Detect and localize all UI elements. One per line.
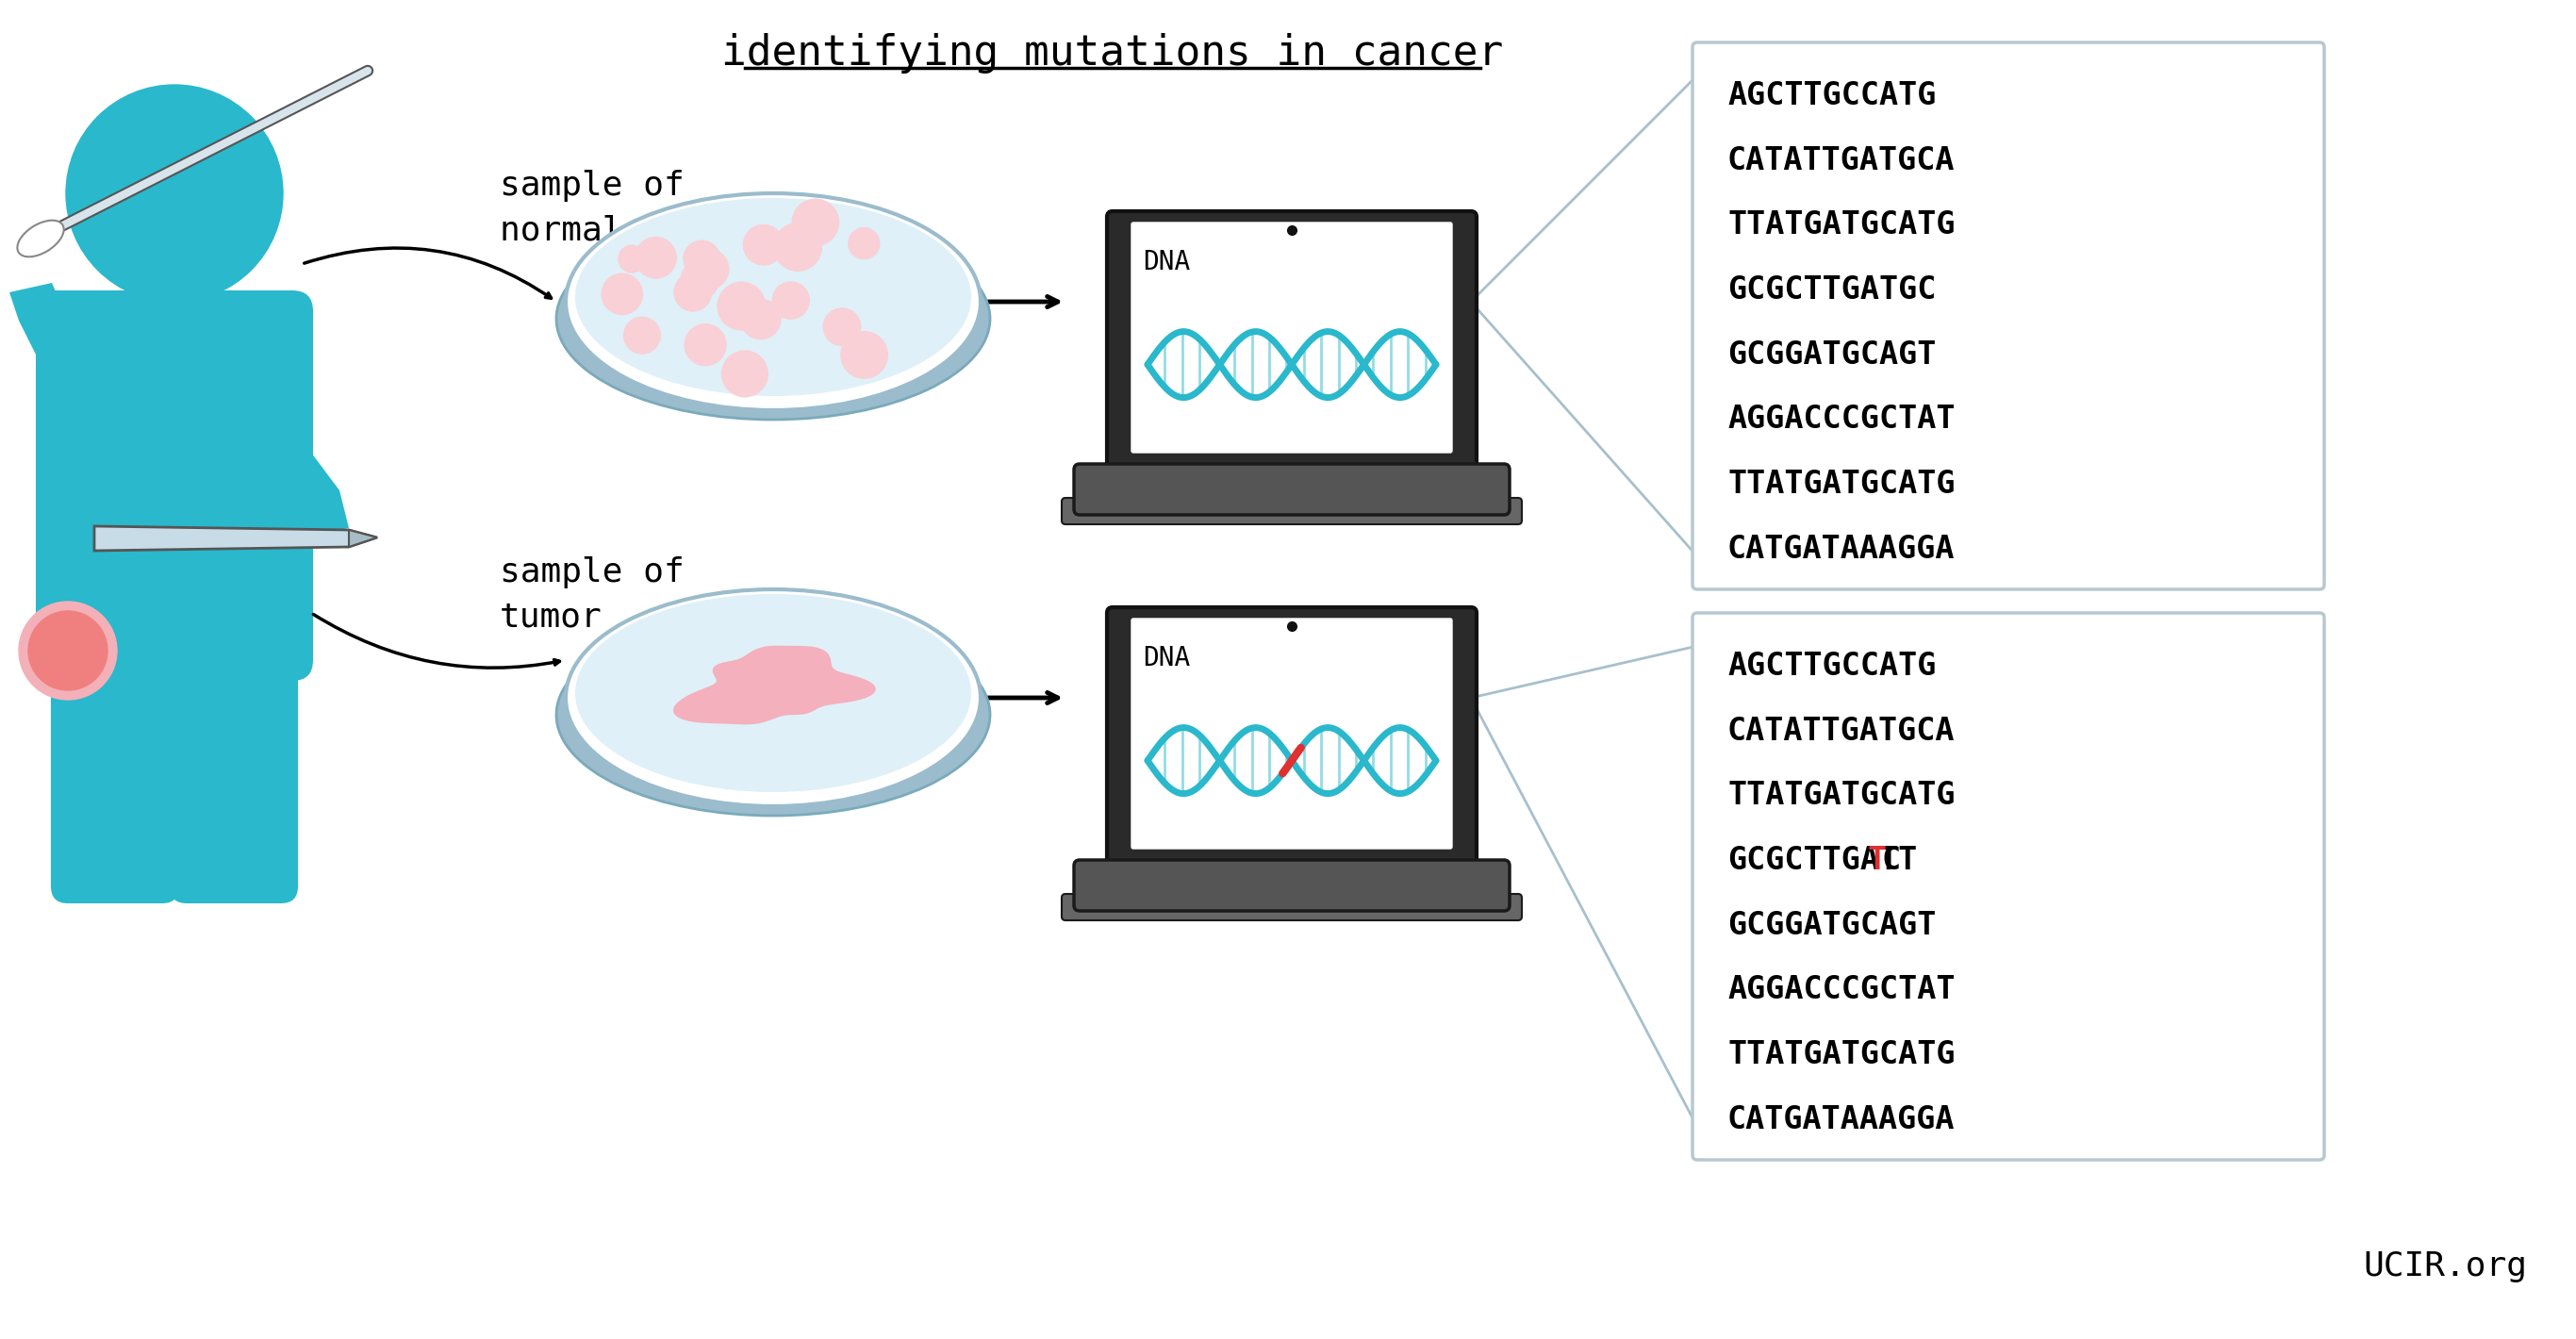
Circle shape bbox=[840, 332, 889, 378]
FancyBboxPatch shape bbox=[170, 615, 299, 904]
Circle shape bbox=[623, 317, 659, 353]
Ellipse shape bbox=[574, 198, 971, 396]
Circle shape bbox=[721, 351, 768, 396]
Circle shape bbox=[675, 273, 711, 311]
FancyBboxPatch shape bbox=[1692, 43, 2324, 589]
Circle shape bbox=[683, 241, 719, 277]
Ellipse shape bbox=[556, 613, 989, 815]
Text: sample of
tumor: sample of tumor bbox=[500, 556, 685, 633]
Text: CATATTGATGCA: CATATTGATGCA bbox=[1728, 145, 1955, 175]
FancyBboxPatch shape bbox=[1074, 860, 1510, 911]
Circle shape bbox=[618, 245, 647, 273]
FancyBboxPatch shape bbox=[1131, 222, 1453, 453]
Circle shape bbox=[680, 261, 719, 299]
Text: DNA: DNA bbox=[1144, 645, 1190, 671]
Text: TTATGATGCATG: TTATGATGCATG bbox=[1728, 1039, 1955, 1070]
Text: GCGGATGCAGT: GCGGATGCAGT bbox=[1728, 339, 1937, 371]
FancyBboxPatch shape bbox=[1692, 613, 2324, 1160]
Circle shape bbox=[685, 324, 726, 366]
Circle shape bbox=[824, 308, 860, 345]
Circle shape bbox=[848, 228, 878, 258]
Text: T: T bbox=[1868, 845, 1886, 876]
Text: CATGATAAAGGA: CATGATAAAGGA bbox=[1728, 533, 1955, 565]
FancyBboxPatch shape bbox=[142, 254, 209, 320]
Text: sample of
normal cells: sample of normal cells bbox=[500, 170, 747, 246]
Circle shape bbox=[603, 273, 641, 315]
Circle shape bbox=[719, 283, 765, 329]
Text: identifying mutations in cancer: identifying mutations in cancer bbox=[721, 33, 1504, 74]
FancyBboxPatch shape bbox=[36, 291, 314, 680]
Circle shape bbox=[793, 200, 840, 245]
Text: C: C bbox=[1880, 845, 1901, 876]
Polygon shape bbox=[10, 283, 80, 378]
Text: GCGGATGCAGT: GCGGATGCAGT bbox=[1728, 909, 1937, 941]
Polygon shape bbox=[672, 645, 876, 724]
Text: TTATGATGCATG: TTATGATGCATG bbox=[1728, 781, 1955, 811]
Ellipse shape bbox=[567, 589, 981, 806]
Circle shape bbox=[688, 249, 729, 289]
Ellipse shape bbox=[556, 218, 989, 419]
Circle shape bbox=[773, 283, 809, 319]
Ellipse shape bbox=[574, 595, 971, 793]
FancyBboxPatch shape bbox=[52, 615, 180, 904]
Polygon shape bbox=[273, 434, 348, 537]
Text: AGGACCCGCTAT: AGGACCCGCTAT bbox=[1728, 404, 1955, 435]
FancyBboxPatch shape bbox=[1061, 894, 1522, 920]
Text: GCGCTTGATGC: GCGCTTGATGC bbox=[1728, 274, 1937, 305]
Circle shape bbox=[67, 84, 283, 301]
Circle shape bbox=[18, 601, 116, 700]
FancyBboxPatch shape bbox=[1061, 498, 1522, 525]
Polygon shape bbox=[95, 526, 376, 550]
Circle shape bbox=[744, 225, 783, 265]
Circle shape bbox=[636, 237, 677, 279]
Circle shape bbox=[742, 299, 781, 339]
Text: CATATTGATGCA: CATATTGATGCA bbox=[1728, 715, 1955, 747]
Polygon shape bbox=[348, 530, 376, 546]
Ellipse shape bbox=[18, 221, 64, 257]
Text: GCGCTTGATT: GCGCTTGATT bbox=[1728, 845, 1917, 876]
Circle shape bbox=[732, 297, 760, 325]
Text: TTATGATGCATG: TTATGATGCATG bbox=[1728, 210, 1955, 241]
Text: UCIR.org: UCIR.org bbox=[2362, 1251, 2527, 1283]
FancyBboxPatch shape bbox=[1108, 608, 1476, 873]
Circle shape bbox=[28, 611, 108, 690]
Ellipse shape bbox=[567, 193, 981, 410]
FancyBboxPatch shape bbox=[1074, 463, 1510, 516]
FancyBboxPatch shape bbox=[1108, 212, 1476, 477]
Circle shape bbox=[773, 224, 822, 270]
FancyBboxPatch shape bbox=[1131, 619, 1453, 849]
Text: CATGATAAAGGA: CATGATAAAGGA bbox=[1728, 1103, 1955, 1135]
Text: AGGACCCGCTAT: AGGACCCGCTAT bbox=[1728, 975, 1955, 1006]
Text: AGCTTGCCATG: AGCTTGCCATG bbox=[1728, 80, 1937, 111]
Text: DNA: DNA bbox=[1144, 249, 1190, 276]
Text: AGCTTGCCATG: AGCTTGCCATG bbox=[1728, 651, 1937, 682]
Text: TTATGATGCATG: TTATGATGCATG bbox=[1728, 469, 1955, 499]
